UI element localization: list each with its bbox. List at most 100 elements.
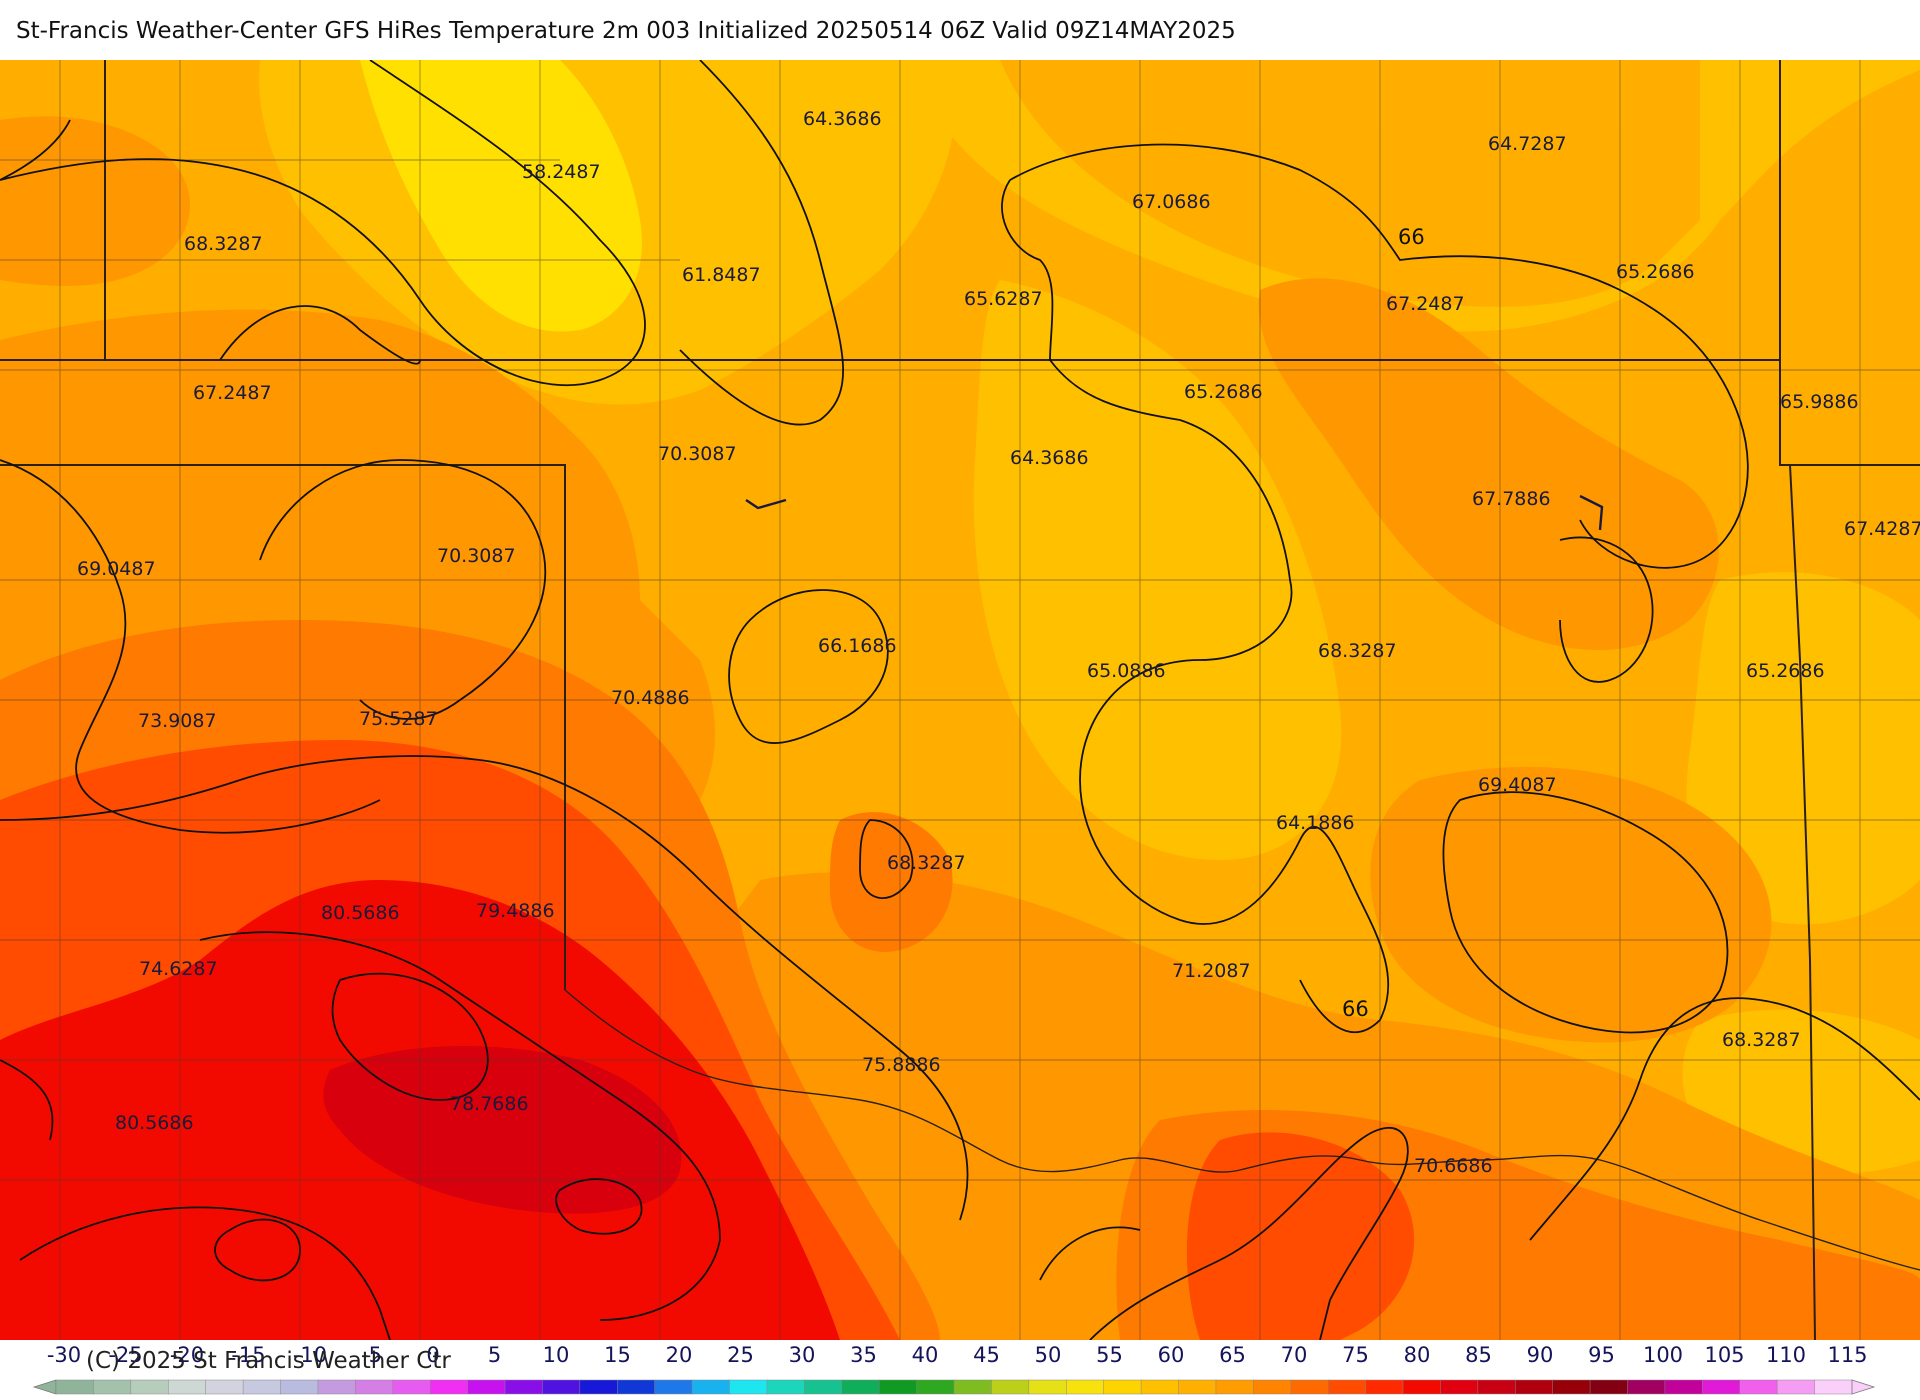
legend-color-swatch	[1066, 1379, 1105, 1395]
legend-color-swatch	[1814, 1379, 1853, 1395]
legend-color-swatch	[317, 1379, 357, 1395]
legend-color-swatch	[1103, 1379, 1142, 1395]
legend-color-bar	[32, 1379, 1876, 1395]
legend-color-swatch	[1664, 1379, 1704, 1395]
legend-tick-label: 5	[488, 1343, 501, 1367]
contour-labels: 66 66	[1342, 225, 1425, 1021]
legend-tick-label: -5	[361, 1343, 382, 1367]
station-value: 67.2487	[1386, 293, 1465, 315]
contour-label-66-south: 66	[1342, 997, 1369, 1021]
legend-tick-label: 55	[1096, 1343, 1123, 1367]
legend-color-swatch	[1327, 1379, 1367, 1395]
legend-color-swatch	[542, 1379, 581, 1395]
legend-color-swatch	[1178, 1379, 1217, 1395]
station-value: 65.9886	[1780, 391, 1859, 413]
copyright-text: (C) 2025 St Francis Weather Ctr	[86, 1348, 451, 1374]
legend-tick-label: 75	[1342, 1343, 1369, 1367]
station-value: 58.2487	[522, 161, 601, 183]
legend-color-swatch	[1440, 1379, 1479, 1395]
legend-color-swatch	[841, 1379, 880, 1395]
legend-color-swatch	[579, 1379, 618, 1395]
legend-color-swatch	[991, 1379, 1030, 1395]
station-value: 68.3287	[184, 233, 263, 255]
legend-color-swatch	[804, 1379, 843, 1395]
station-labels: 58.2487 64.3686 64.7287 68.3287 61.8487 …	[77, 108, 1920, 1177]
legend-color-swatch	[130, 1379, 169, 1395]
legend-tick-label: 0	[426, 1343, 439, 1367]
legend-tick-label: 60	[1158, 1343, 1185, 1367]
legend-color-swatch	[1140, 1379, 1180, 1395]
legend-color-swatch	[1739, 1379, 1778, 1395]
legend-color-swatch	[766, 1379, 806, 1395]
legend-tick-label: 40	[912, 1343, 939, 1367]
legend-color-swatch	[878, 1379, 918, 1395]
legend-color-swatch	[280, 1379, 319, 1395]
station-value: 73.9087	[138, 710, 217, 732]
field-dark-red-core	[323, 1046, 682, 1214]
state-borders	[0, 60, 1920, 1340]
legend-color-swatch	[168, 1379, 207, 1395]
station-value: 68.3287	[1318, 640, 1397, 662]
wind-barb-east	[1579, 494, 1604, 531]
isotherm-contours	[0, 60, 1920, 1340]
legend-tick-label: -15	[231, 1343, 265, 1367]
station-value: 65.2686	[1184, 381, 1263, 403]
station-value: 74.6287	[139, 958, 218, 980]
legend-tick-label: 70	[1281, 1343, 1308, 1367]
field-bright-yellow	[360, 60, 642, 332]
legend-color-swatch	[654, 1379, 693, 1395]
station-value: 80.5686	[115, 1112, 194, 1134]
state-border-east	[1779, 60, 1920, 1340]
legend-color-swatch	[392, 1379, 431, 1395]
station-value: 68.3287	[887, 852, 966, 874]
legend-color-swatch	[93, 1379, 132, 1395]
station-value: 75.8886	[862, 1054, 941, 1076]
legend-color-swatch	[1515, 1379, 1554, 1395]
station-value: 65.6287	[964, 288, 1043, 310]
legend-tick-label: 50	[1035, 1343, 1062, 1367]
station-value: 80.5686	[321, 902, 400, 924]
legend-tick-label: -30	[47, 1343, 81, 1367]
legend-color-swatch	[1702, 1379, 1741, 1395]
field-yellow-orange-band	[60, 60, 1920, 332]
legend-color-swatch	[1215, 1379, 1255, 1395]
legend-color-swatch	[1589, 1379, 1629, 1395]
legend-tick-label: 110	[1766, 1343, 1806, 1367]
station-value: 69.4087	[1478, 774, 1557, 796]
station-value: 67.0686	[1132, 191, 1211, 213]
legend-tick-label: 80	[1404, 1343, 1431, 1367]
legend-tick-label: 20	[666, 1343, 693, 1367]
station-value: 65.2686	[1616, 261, 1695, 283]
legend-tick-label: 105	[1704, 1343, 1744, 1367]
station-value: 71.2087	[1172, 960, 1251, 982]
legend-tick-label: 85	[1465, 1343, 1492, 1367]
wind-barb-central	[745, 498, 787, 510]
field-yellow-center	[973, 280, 1342, 860]
contour-label-66-north: 66	[1398, 225, 1425, 249]
legend-tick-label: 15	[604, 1343, 631, 1367]
legend-color-swatch	[55, 1379, 95, 1395]
legend-color-swatch	[1365, 1379, 1404, 1395]
station-value: 64.1886	[1276, 812, 1355, 834]
legend-tick-labels: -30 -25 -20 -15 -10 -5 0 5 10 15 20 25 30 35 40 45 50 55 6…	[47, 1343, 1868, 1367]
station-value: 65.2686	[1746, 660, 1825, 682]
legend-color-swatch	[916, 1379, 955, 1395]
temperature-map: 66 66 58.2487 64.3686 64.7287 68.3287 61…	[0, 60, 1920, 1340]
station-value: 68.3287	[1722, 1029, 1801, 1051]
legend-tick-label: 10	[543, 1343, 570, 1367]
field-orange-ne	[1258, 278, 1719, 650]
legend-tick-label: 30	[789, 1343, 816, 1367]
wind-barbs	[745, 494, 1604, 531]
legend-tick-label: 65	[1219, 1343, 1246, 1367]
legend-tick-label: 90	[1527, 1343, 1554, 1367]
legend-color-swatch	[467, 1379, 506, 1395]
legend-tick-label: -20	[170, 1343, 204, 1367]
legend-color-swatch	[1776, 1379, 1816, 1395]
legend-color-swatch	[429, 1379, 469, 1395]
legend-color-swatch	[504, 1379, 544, 1395]
legend-tick-label: 45	[973, 1343, 1000, 1367]
map-title: St-Francis Weather-Center GFS HiRes Temp…	[16, 18, 1236, 44]
station-value: 75.5287	[359, 708, 438, 730]
legend-low-arrow	[32, 1379, 57, 1395]
legend-color-swatch	[617, 1379, 656, 1395]
